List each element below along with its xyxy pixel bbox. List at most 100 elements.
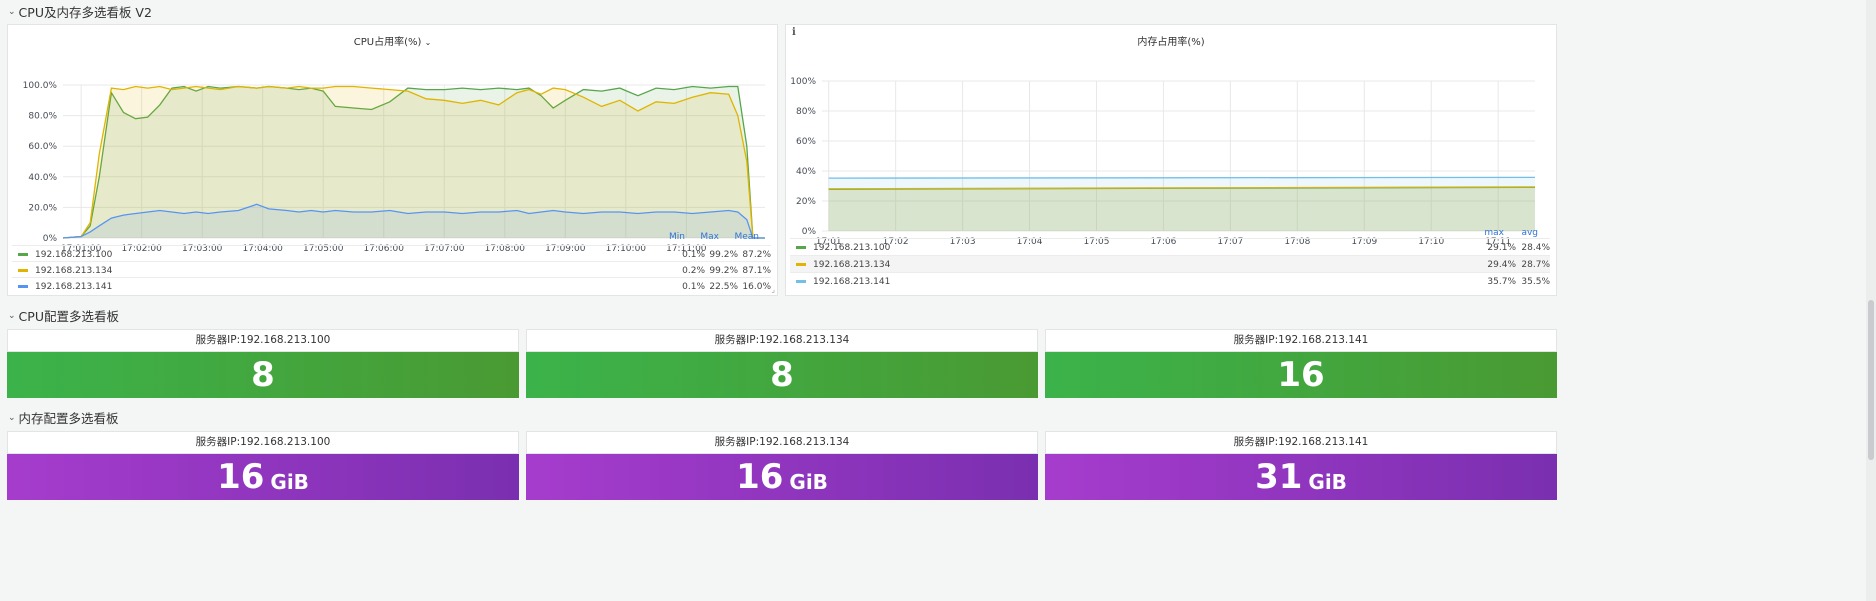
cpu-stat-panel[interactable]: 服务器IP:192.168.213.141 16	[1045, 329, 1557, 398]
row-title: 内存配置多选看板	[18, 411, 119, 426]
chevron-down-icon[interactable]: ⌄	[8, 310, 16, 321]
series-area	[63, 86, 765, 238]
stat-unit: GiB	[1308, 470, 1347, 494]
stat-value-box: 8	[7, 352, 519, 398]
series-line	[62, 85, 765, 239]
legend-series-name[interactable]: 192.168.213.141	[35, 281, 113, 292]
series-area	[828, 187, 1535, 231]
chevron-down-icon[interactable]: ⌄	[424, 38, 432, 47]
panel-title-text: 内存占用率(%)	[1137, 37, 1205, 48]
y-tick-label: 20%	[796, 197, 816, 207]
x-tick-label: 17:08:00	[485, 244, 526, 254]
legend-item[interactable]: 192.168.213.134 29.4% 28.7%	[790, 255, 1550, 273]
legend-value: 16.0%	[742, 281, 771, 292]
x-tick-label: 17:08	[1284, 237, 1310, 247]
legend-header-min[interactable]: Min	[669, 232, 685, 242]
x-tick-label: 17:10	[1418, 237, 1444, 247]
memory-stat-panel[interactable]: 服务器IP:192.168.213.134 16 GiB	[526, 431, 1038, 500]
series-area	[828, 177, 1535, 231]
x-tick-label: 17:07	[1217, 237, 1243, 247]
y-tick-label: 0%	[802, 227, 817, 237]
memory-stat-panel[interactable]: 服务器IP:192.168.213.141 31 GiB	[1045, 431, 1557, 500]
series-line	[62, 203, 765, 239]
legend-value: 87.2%	[742, 249, 771, 260]
legend-header-avg[interactable]: avg	[1521, 228, 1538, 238]
stat-value-box: 8	[526, 352, 1038, 398]
x-tick-label: 17:04	[1017, 237, 1043, 247]
legend-value: 29.4%	[1487, 259, 1516, 270]
memory-stat-panel[interactable]: 服务器IP:192.168.213.100 16 GiB	[7, 431, 519, 500]
row-memory-config[interactable]: ⌄ 内存配置多选看板	[8, 408, 119, 427]
series-area	[828, 186, 1535, 231]
panel-title[interactable]: CPU占用率(%) ⌄	[8, 33, 777, 48]
stat-value-box: 16	[1045, 352, 1557, 398]
x-tick-label: 17:01	[816, 237, 842, 247]
cpu-stat-panel[interactable]: 服务器IP:192.168.213.134 8	[526, 329, 1038, 398]
chevron-down-icon[interactable]: ⌄	[8, 6, 16, 17]
stat-title: 服务器IP:192.168.213.141	[1045, 329, 1557, 352]
legend-value: 35.7%	[1487, 276, 1516, 287]
cpu-legend: Min Max Mean 192.168.213.100 0.1% 99.2% 87.…	[12, 231, 771, 293]
x-tick-label: 17:04:00	[242, 244, 283, 254]
cpu-stat-panel[interactable]: 服务器IP:192.168.213.100 8	[7, 329, 519, 398]
legend-value: 0.1%	[682, 249, 705, 260]
memory-usage-panel: i 内存占用率(%) 0% 20% 40% 60% 80% 100% 17:01 17:02 1…	[785, 24, 1557, 296]
y-tick-label: 40%	[796, 167, 816, 177]
legend-series-name[interactable]: 192.168.213.100	[35, 249, 113, 260]
legend-header-max[interactable]: Max	[700, 232, 719, 242]
y-tick-label: 100.0%	[23, 81, 58, 91]
series-line	[828, 186, 1536, 190]
legend-swatch[interactable]	[796, 263, 806, 266]
legend-swatch[interactable]	[18, 285, 28, 288]
legend-swatch[interactable]	[18, 269, 28, 272]
legend-value: 29.1%	[1487, 242, 1516, 253]
stat-value-box: 16 GiB	[526, 454, 1038, 500]
memory-chart[interactable]: 0% 20% 40% 60% 80% 100% 17:01 17:02 17:03 17:04 17…	[786, 47, 1558, 247]
cpu-usage-panel: CPU占用率(%) ⌄ 0% 20.0% 40.0% 60.0% 80.0% 100.0%…	[7, 24, 778, 296]
x-tick-label: 17:02	[883, 237, 909, 247]
legend-header-max[interactable]: max	[1484, 228, 1504, 238]
row-title: CPU配置多选看板	[18, 309, 119, 324]
stat-title: 服务器IP:192.168.213.141	[1045, 431, 1557, 454]
legend-value: 99.2%	[709, 265, 738, 276]
x-tick-label: 17:05	[1084, 237, 1110, 247]
y-tick-label: 80.0%	[28, 112, 57, 122]
x-tick-label: 17:01:00	[61, 244, 102, 254]
row-cpu-config[interactable]: ⌄ CPU配置多选看板	[8, 306, 119, 325]
stat-value: 31	[1255, 457, 1303, 497]
legend-series-name[interactable]: 192.168.213.100	[813, 242, 891, 253]
x-tick-label: 17:05:00	[303, 244, 344, 254]
legend-item[interactable]: 192.168.213.141 0.1% 22.5% 16.0%	[12, 277, 771, 295]
page-scrollbar[interactable]	[1866, 0, 1876, 601]
cpu-chart[interactable]: 0% 20.0% 40.0% 60.0% 80.0% 100.0% 17:01:00 17:0…	[8, 47, 779, 257]
stat-value-box: 31 GiB	[1045, 454, 1557, 500]
y-tick-label: 80%	[796, 107, 816, 117]
y-tick-label: 20.0%	[28, 203, 57, 213]
legend-swatch[interactable]	[796, 246, 806, 249]
info-icon[interactable]: i	[792, 27, 796, 38]
legend-item[interactable]: 192.168.213.100 29.1% 28.4%	[790, 238, 1550, 256]
legend-series-name[interactable]: 192.168.213.141	[813, 276, 891, 287]
legend-item[interactable]: 192.168.213.100 0.1% 99.2% 87.2%	[12, 245, 771, 263]
legend-item[interactable]: 192.168.213.134 0.2% 99.2% 87.1%	[12, 261, 771, 279]
scrollbar-thumb[interactable]	[1868, 300, 1874, 460]
stat-title: 服务器IP:192.168.213.100	[7, 329, 519, 352]
legend-swatch[interactable]	[18, 253, 28, 256]
legend-swatch[interactable]	[796, 280, 806, 283]
x-tick-label: 17:06	[1150, 237, 1176, 247]
series-area	[63, 204, 765, 238]
resize-handle-icon[interactable]: ⌟	[771, 285, 775, 294]
row-title: CPU及内存多选看板 V2	[18, 5, 152, 20]
legend-item[interactable]: 192.168.213.141 35.7% 35.5%	[790, 272, 1550, 290]
legend-header-mean[interactable]: Mean	[734, 232, 759, 242]
row-cpu-mem[interactable]: ⌄ CPU及内存多选看板 V2	[8, 2, 152, 21]
series-line	[828, 176, 1536, 179]
legend-series-name[interactable]: 192.168.213.134	[813, 259, 891, 270]
stat-value: 16	[1277, 355, 1325, 395]
y-tick-label: 60%	[796, 137, 816, 147]
legend-series-name[interactable]: 192.168.213.134	[35, 265, 113, 276]
panel-title-text: CPU占用率(%)	[353, 37, 422, 48]
panel-title[interactable]: 内存占用率(%)	[786, 33, 1556, 48]
chevron-down-icon[interactable]: ⌄	[8, 412, 16, 423]
x-tick-label: 17:11:00	[666, 244, 707, 254]
